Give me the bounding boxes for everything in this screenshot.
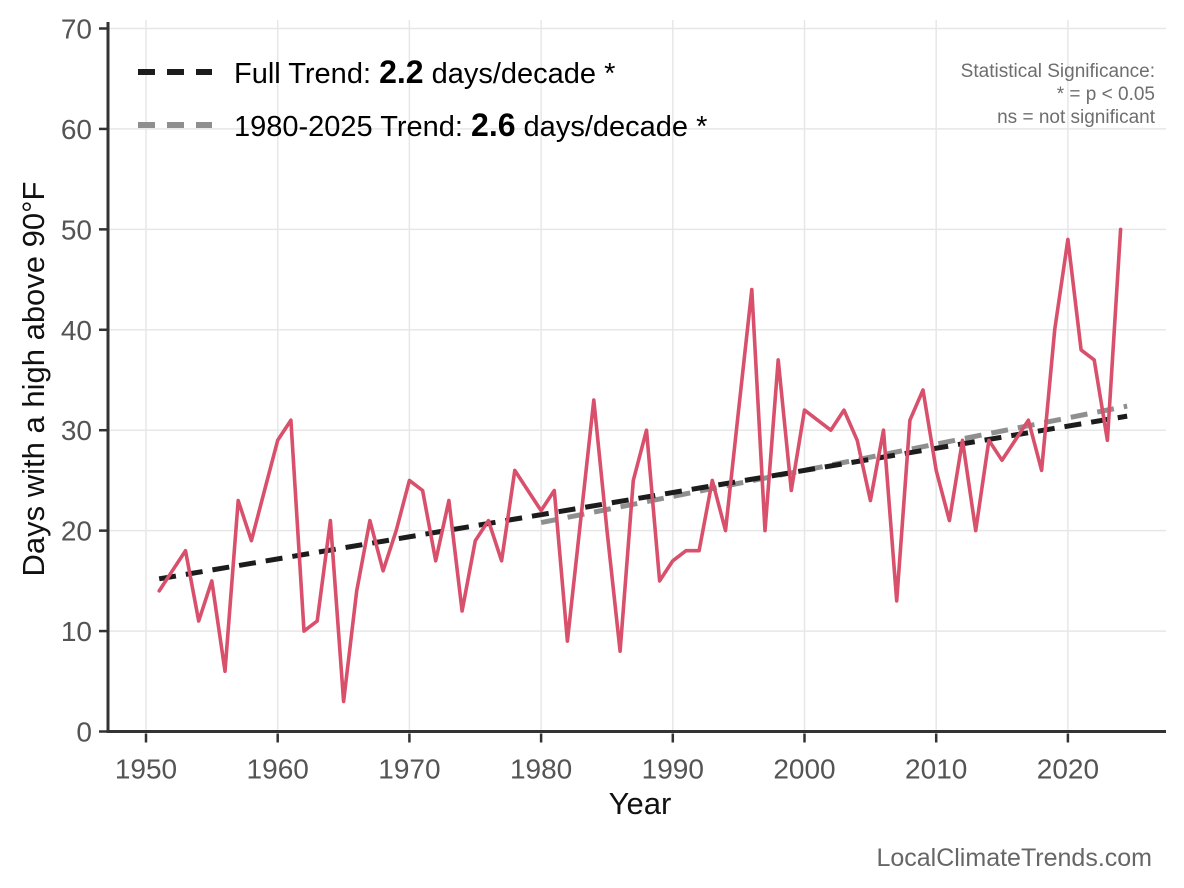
full-trend-suffix: days/decade *	[423, 57, 616, 90]
y-tick-label: 0	[76, 717, 92, 748]
recent-trend-suffix: days/decade *	[515, 110, 708, 143]
recent-trend-prefix: 1980-2025 Trend:	[234, 110, 472, 143]
series-line	[157, 227, 1123, 704]
y-tick-label: 40	[61, 315, 92, 346]
significance-note-star: * = p < 0.05	[1056, 84, 1155, 105]
y-tick-label: 10	[61, 616, 92, 647]
recent-trend-label: 1980-2025 Trend: 2.6 days/decade *	[234, 107, 707, 144]
x-axis-title: Year	[608, 786, 672, 821]
full-trend-dash-icon	[138, 69, 212, 75]
y-tick-label: 60	[61, 114, 92, 145]
y-tick-label: 50	[61, 214, 92, 245]
significance-note: Statistical Significance: * = p < 0.05 n…	[961, 60, 1155, 129]
full-trend-label: Full Trend: 2.2 days/decade *	[234, 54, 615, 91]
x-tick-label: 1950	[115, 754, 177, 785]
y-tick-label: 20	[61, 516, 92, 547]
x-tick-label: 2010	[905, 754, 967, 785]
x-tick-label: 2020	[1037, 754, 1099, 785]
x-tick-label: 1990	[642, 754, 704, 785]
recent-trend-value: 2.6	[471, 106, 516, 143]
full-trend-value: 2.2	[379, 53, 424, 90]
legend-row-recent-trend: 1980-2025 Trend: 2.6 days/decade *	[138, 105, 707, 145]
y-axis-title: Days with a high above 90°F	[16, 181, 51, 577]
y-tick-label: 70	[61, 13, 92, 44]
legend-row-full-trend: Full Trend: 2.2 days/decade *	[138, 52, 707, 92]
trend-legend: Full Trend: 2.2 days/decade * 1980-2025 …	[138, 52, 707, 158]
x-tick-label: 1960	[247, 754, 309, 785]
recent-trend-dash-icon	[138, 122, 212, 128]
full-trend-line	[158, 413, 1128, 582]
watermark: LocalClimateTrends.com	[876, 844, 1152, 872]
x-tick-label: 2000	[773, 754, 835, 785]
significance-note-title: Statistical Significance:	[960, 61, 1155, 82]
full-trend-prefix: Full Trend:	[234, 57, 380, 90]
x-tick-label: 1970	[378, 754, 440, 785]
significance-note-ns: ns = not significant	[997, 107, 1155, 128]
x-tick-label: 1980	[510, 754, 572, 785]
y-tick-label: 30	[61, 415, 92, 446]
